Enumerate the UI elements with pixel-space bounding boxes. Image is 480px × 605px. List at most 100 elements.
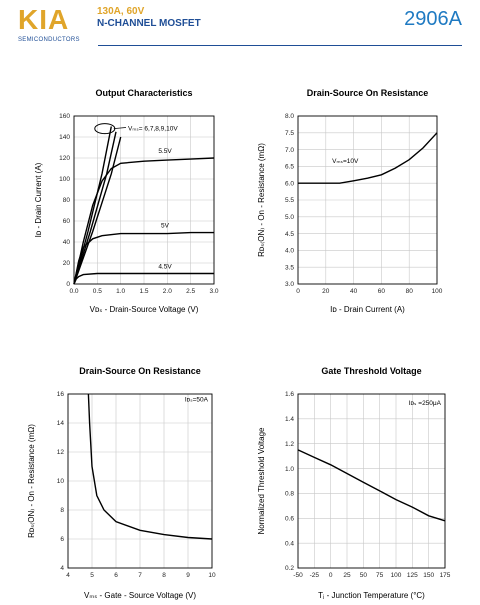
series-line — [73, 136, 122, 285]
y-tick-label: 8 — [60, 507, 64, 514]
y-axis-label: Iᴅ - Drain Current (A) — [34, 162, 43, 237]
annotation-label: 5.5V — [158, 148, 172, 155]
series-group-ellipse — [94, 123, 116, 135]
chart-title: Output Characteristics — [95, 88, 192, 98]
device-type-line: N-CHANNEL MOSFET — [97, 18, 201, 29]
x-tick-label: 0 — [296, 288, 300, 295]
y-tick-label: 12 — [57, 449, 65, 456]
y-tick-label: 10 — [57, 478, 65, 485]
x-tick-label: 60 — [378, 288, 386, 295]
plot-frame — [297, 115, 438, 285]
plot-frame — [73, 115, 215, 285]
y-tick-label: 1.0 — [285, 466, 294, 473]
series-line — [298, 132, 438, 184]
annotation-label: Iᴅₛ =250μA — [409, 400, 442, 407]
chart-3: Drain-Source On Resistance 4 5 6 7 8 9 10 4 6 8 10 1… — [27, 366, 216, 600]
y-tick-label: 4.0 — [285, 248, 294, 255]
chart-title: Drain-Source On Resistance — [307, 88, 429, 98]
x-tick-label: 150 — [423, 572, 434, 579]
y-tick-label: 0.8 — [285, 491, 294, 498]
series-line — [73, 157, 215, 285]
x-tick-label: 10 — [208, 572, 216, 579]
x-tick-label: 1.5 — [139, 288, 148, 295]
x-tick-label: 6 — [114, 572, 118, 579]
y-axis-label: Normalized Threshold Voltage — [257, 427, 266, 535]
x-tick-label: 5 — [90, 572, 94, 579]
annotation-label: 5V — [161, 223, 170, 230]
y-tick-label: 20 — [63, 260, 71, 267]
x-axis-label: Tⱼ - Junction Temperature (°C) — [318, 591, 425, 600]
x-tick-label: 100 — [391, 572, 402, 579]
x-tick-label: 125 — [407, 572, 418, 579]
y-tick-label: 0.2 — [285, 565, 294, 572]
chart-2: Drain-Source On Resistance 0 20 40 60 80 100 3.… — [257, 88, 443, 314]
x-tick-label: 4 — [66, 572, 70, 579]
x-tick-label: 7 — [138, 572, 142, 579]
x-tick-label: 0.0 — [69, 288, 78, 295]
x-tick-label: 0 — [329, 572, 333, 579]
annotation-label: 4.5V — [158, 263, 172, 270]
series-line — [73, 131, 117, 285]
part-number: 2906A — [404, 8, 462, 30]
product-tagline: 130A, 60V N-CHANNEL MOSFET — [97, 6, 201, 30]
x-tick-label: 175 — [440, 572, 451, 579]
y-tick-label: 3.0 — [285, 281, 294, 288]
y-tick-label: 16 — [57, 391, 65, 398]
x-tick-label: 100 — [432, 288, 443, 295]
y-tick-label: 1.6 — [285, 391, 294, 398]
y-tick-label: 4.5 — [285, 231, 294, 238]
x-tick-label: 1.0 — [116, 288, 125, 295]
y-tick-label: 140 — [59, 134, 70, 141]
annotation-leader — [113, 127, 127, 129]
x-axis-label: Vₘₛ - Gate - Source Voltage (V) — [84, 591, 196, 600]
y-axis-label: Rᴅₛ₍ON₎ - On - Resistance (mΩ) — [257, 143, 266, 257]
series-line — [73, 231, 214, 285]
x-tick-label: -25 — [310, 572, 320, 579]
kia-logo: KIA — [18, 4, 70, 35]
y-tick-label: 0.4 — [285, 540, 294, 547]
y-tick-label: 8.0 — [285, 113, 294, 120]
plot-frame — [67, 393, 213, 569]
y-tick-label: 7.0 — [285, 147, 294, 154]
x-tick-label: 50 — [360, 572, 368, 579]
x-tick-label: 8 — [162, 572, 166, 579]
x-tick-label: 9 — [186, 572, 190, 579]
y-tick-label: 5.0 — [285, 214, 294, 221]
y-tick-label: 4 — [60, 565, 64, 572]
y-tick-label: 160 — [59, 113, 70, 120]
y-tick-label: 40 — [63, 239, 71, 246]
plot-frame — [297, 393, 446, 569]
x-axis-label: Vᴅₛ - Drain-Source Voltage (V) — [90, 305, 199, 314]
y-tick-label: 6.5 — [285, 164, 294, 171]
y-tick-label: 100 — [59, 176, 70, 183]
y-tick-label: 0 — [66, 281, 70, 288]
series-line — [87, 393, 213, 540]
y-tick-label: 1.2 — [285, 441, 294, 448]
x-tick-label: 20 — [322, 288, 330, 295]
header-rule — [98, 45, 462, 46]
x-tick-label: 2.0 — [163, 288, 172, 295]
y-tick-label: 80 — [63, 197, 71, 204]
x-tick-label: 25 — [343, 572, 351, 579]
chart-1: Output Characteristics 0.0 0.5 1.0 1.5 2.0 2.5… — [34, 88, 219, 314]
x-tick-label: 0.5 — [93, 288, 102, 295]
annotation-label: Vₘₛ= 6,7,8,9,10V — [128, 126, 178, 133]
annotation-label: Iᴅₛ=50A — [185, 396, 209, 403]
x-tick-label: 3.0 — [209, 288, 218, 295]
series-line — [73, 126, 112, 285]
x-tick-label: 2.5 — [186, 288, 195, 295]
y-tick-label: 0.6 — [285, 515, 294, 522]
y-tick-label: 6.0 — [285, 180, 294, 187]
y-axis-label: Rᴅₛ₍ON₎ - On - Resistance (mΩ) — [27, 424, 36, 538]
series-line — [73, 272, 214, 285]
x-axis-label: Iᴅ - Drain Current (A) — [330, 305, 405, 314]
logo-subtitle: SEMICONDUCTORS — [18, 37, 80, 43]
chart-4: Gate Threshold Voltage -50 -25 0 25 50 75 100 12… — [257, 366, 451, 600]
x-tick-label: -50 — [293, 572, 303, 579]
rating-line: 130A, 60V — [97, 6, 145, 17]
series-line — [297, 449, 446, 522]
annotation-label: Vₘₛ=10V — [332, 158, 359, 165]
y-tick-label: 7.5 — [285, 130, 294, 137]
y-tick-label: 3.5 — [285, 264, 294, 271]
